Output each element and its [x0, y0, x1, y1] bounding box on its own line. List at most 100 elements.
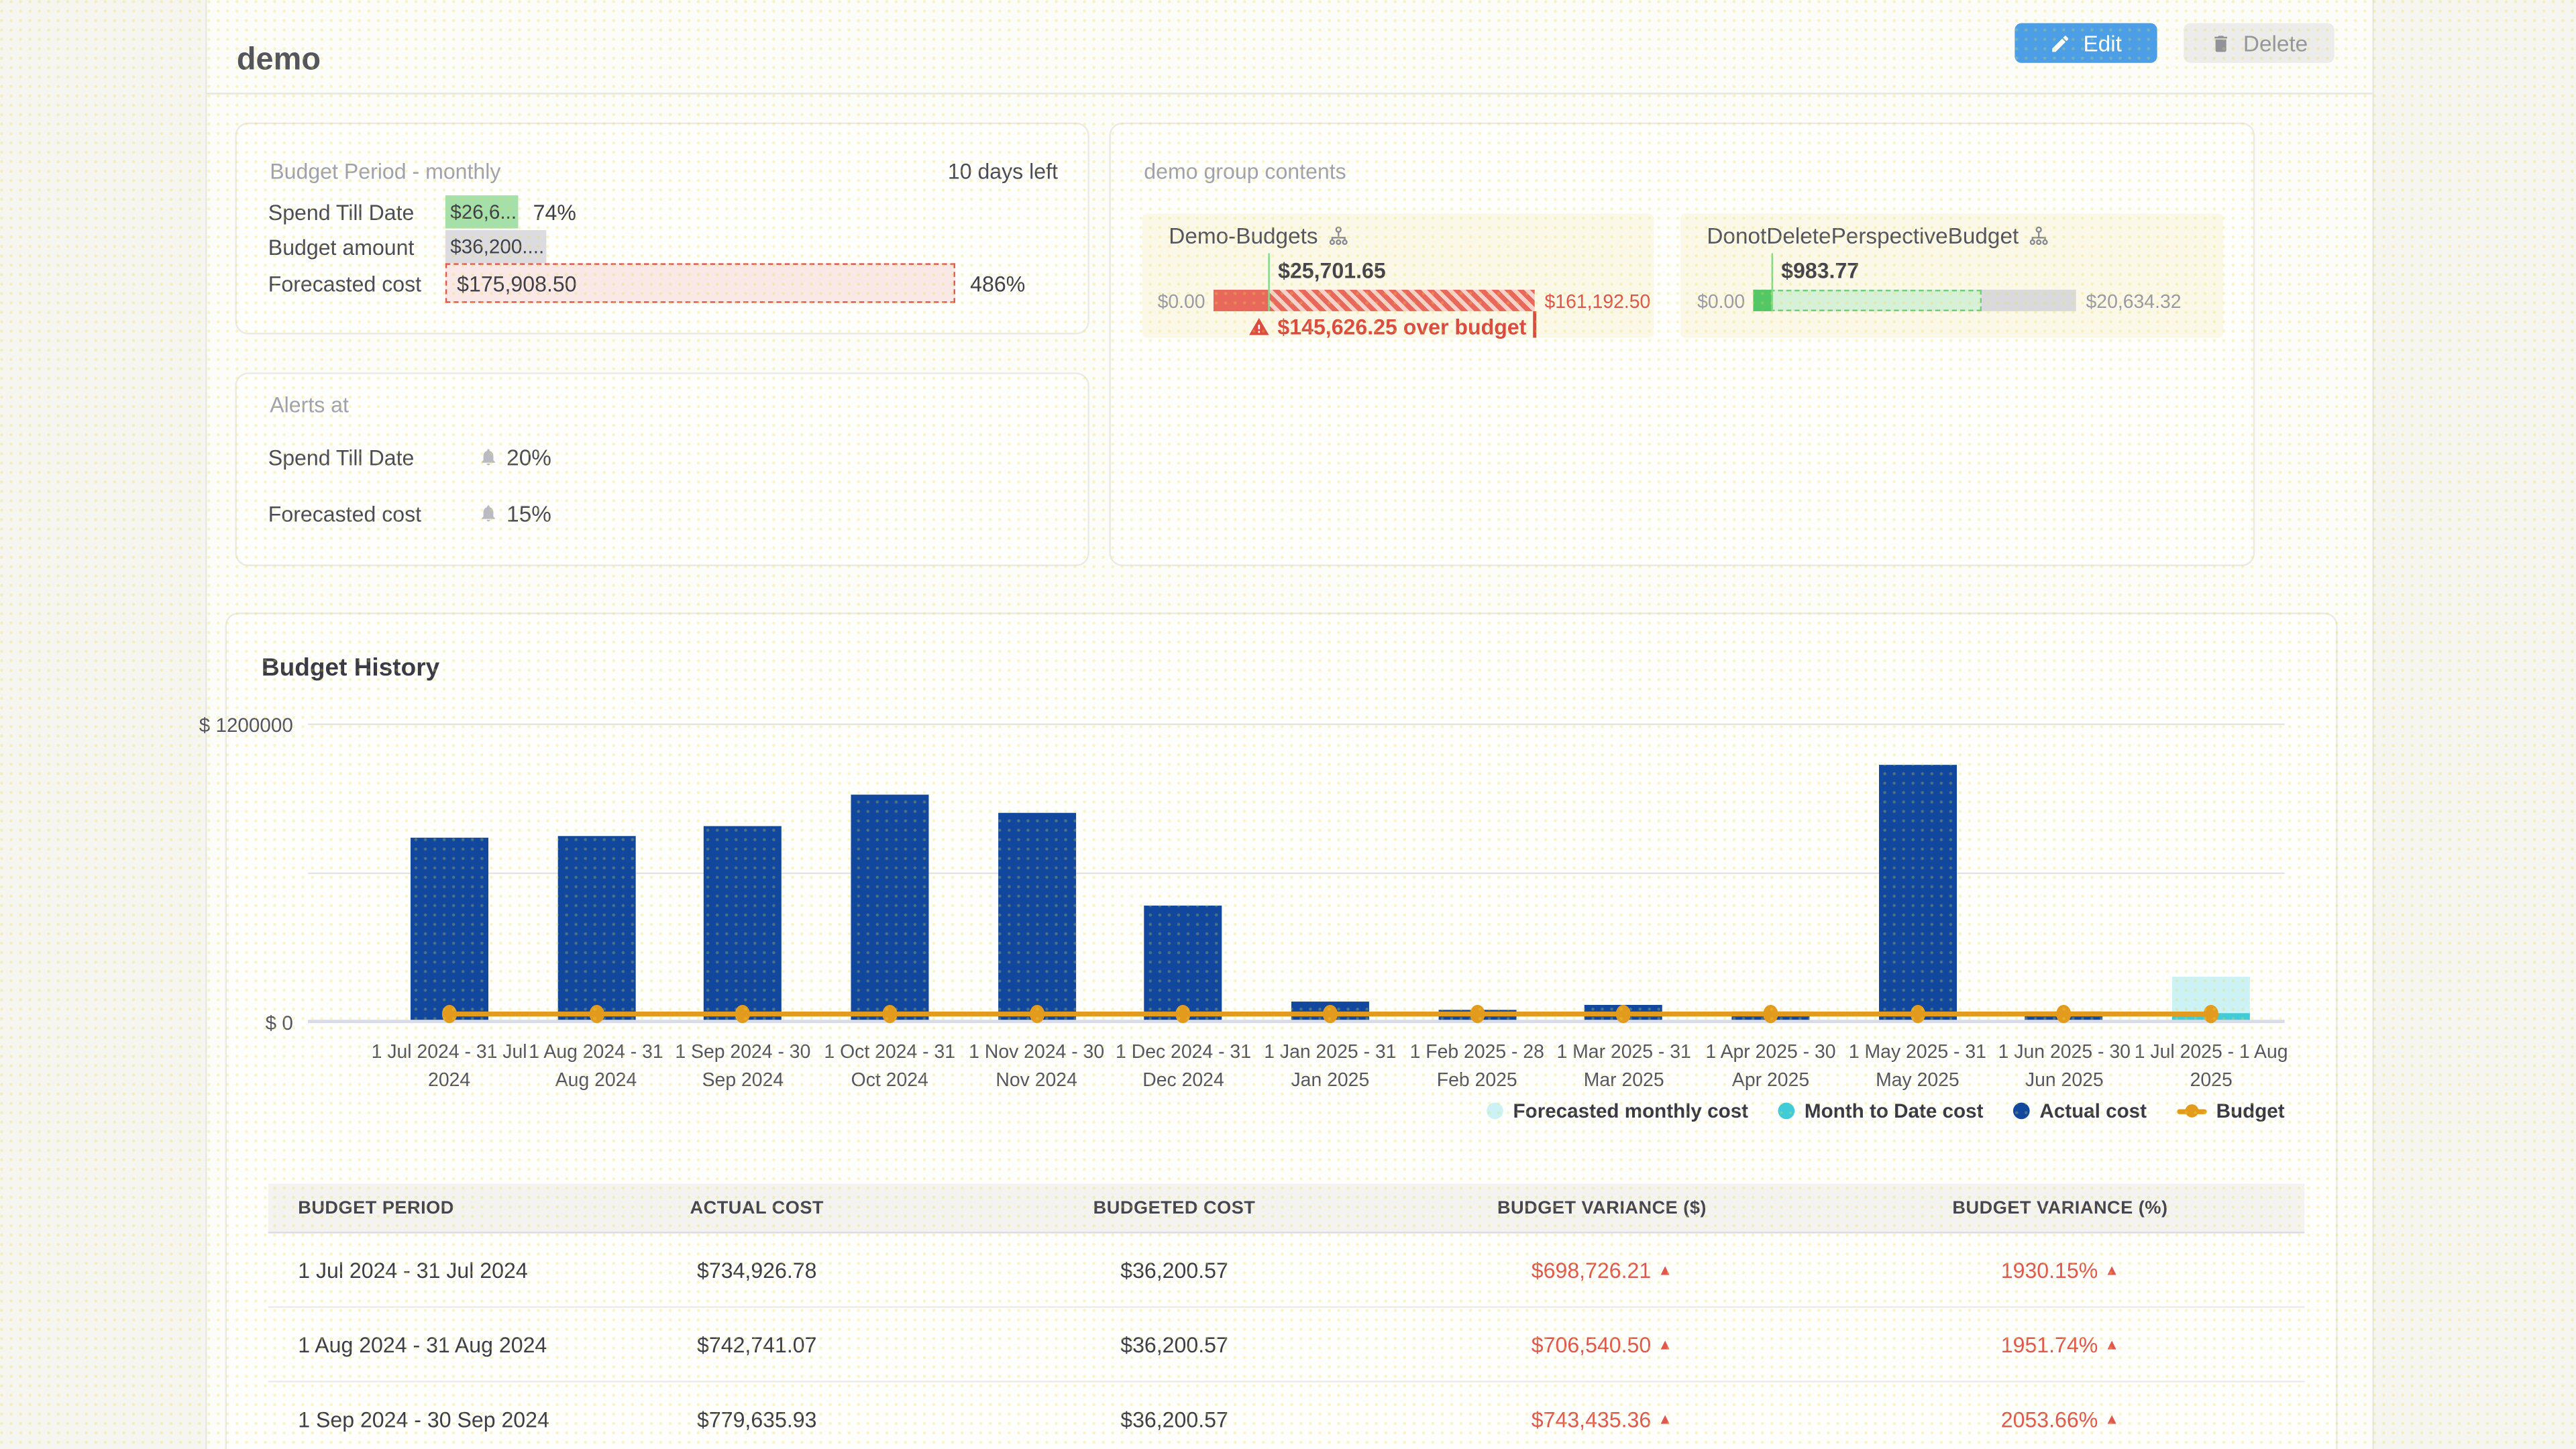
x-axis-category-label: 1 Feb 2025 - 28 Feb 2025 [1399, 1040, 1556, 1097]
gauge-spent-segment [1214, 290, 1268, 311]
page-title: demo [237, 43, 321, 79]
table-header-cell: BUDGET VARIANCE (%) [1816, 1184, 2305, 1233]
table-header-cell: BUDGETED COST [961, 1184, 1388, 1233]
alert-row: Forecasted cost15% [268, 496, 551, 529]
budget-history-table: BUDGET PERIODACTUAL COSTBUDGETED COSTBUD… [268, 1184, 2304, 1449]
alerts-card-title: Alerts at [270, 392, 349, 417]
table-header-cell: BUDGET PERIOD [268, 1184, 553, 1233]
budget-history-card: Budget History $ 0$ 12000001 Jul 2024 - … [225, 612, 2338, 1449]
table-header-cell: ACTUAL COST [553, 1184, 961, 1233]
over-budget-text: $145,626.25 over budget [1277, 315, 1526, 339]
legend-color-dot [1778, 1103, 1794, 1120]
gauge-spend-value: $25,701.65 [1278, 258, 1386, 283]
legend-color-dot [2013, 1103, 2030, 1120]
chart-bar-actual-cost [557, 835, 635, 1020]
legend-item[interactable]: Actual cost [2013, 1099, 2147, 1123]
table-header-row: BUDGET PERIODACTUAL COSTBUDGETED COSTBUD… [268, 1184, 2304, 1233]
budget-period-row: Forecasted cost$175,908.50486% [268, 263, 1025, 303]
chart-bar-actual-cost [411, 837, 488, 1020]
table-body: 1 Jul 2024 - 31 Jul 2024$734,926.78$36,2… [268, 1232, 2304, 1449]
chart-plot: $ 0$ 12000001 Jul 2024 - 31 Jul 20241 Au… [308, 725, 2285, 1023]
table-cell-budgeted: $36,200.57 [961, 1381, 1388, 1449]
x-axis-category-label: 1 Jul 2025 - 1 Aug 2025 [2133, 1040, 2290, 1097]
gauge-spent-segment [1753, 290, 1771, 311]
legend-item[interactable]: Forecasted monthly cost [1487, 1099, 1748, 1123]
table-cell-period: 1 Aug 2024 - 31 Aug 2024 [268, 1307, 553, 1381]
chart-gridline [308, 723, 2285, 724]
variance-up-triangle-icon: ▲ [1658, 1335, 1672, 1352]
percent-of-budget-label: 74% [533, 199, 576, 224]
table-cell-budgeted: $36,200.57 [961, 1232, 1388, 1307]
legend-item[interactable]: Budget [2176, 1099, 2284, 1123]
variance-up-triangle-icon: ▲ [1658, 1260, 1672, 1277]
variance-up-triangle-icon: ▲ [1658, 1409, 1672, 1426]
edit-button-label: Edit [2083, 31, 2121, 56]
chart-bar-actual-cost [1878, 765, 1956, 1020]
budget-line-point [882, 1005, 897, 1023]
group-budget-name-label: DonotDeletePerspectiveBudget [1707, 223, 2019, 248]
table-row: 1 Sep 2024 - 30 Sep 2024$779,635.93$36,2… [268, 1381, 2304, 1449]
group-budget-name: DonotDeletePerspectiveBudget [1707, 223, 2050, 248]
budget-detail-page: demo Edit Delete Budget Period - monthly… [0, 0, 2576, 1449]
legend-label: Month to Date cost [1805, 1099, 1984, 1123]
legend-label: Budget [2216, 1099, 2285, 1123]
table-cell-variance_usd: $698,726.21▲ [1388, 1232, 1815, 1307]
legend-item[interactable]: Month to Date cost [1778, 1099, 1983, 1123]
chart-gridline [308, 1020, 2285, 1023]
chart-bar-actual-cost [851, 795, 928, 1020]
gauge-max-label: $161,192.50 [1545, 293, 1651, 313]
chart-bar-actual-cost [704, 826, 782, 1020]
days-left-label: 10 days left [948, 159, 1058, 184]
gauge-spend-marker [1771, 254, 1774, 311]
x-axis-category-label: 1 May 2025 - 31 May 2025 [1839, 1040, 1996, 1097]
chart-bar-actual-cost [1144, 906, 1222, 1020]
table-row: 1 Aug 2024 - 31 Aug 2024$742,741.07$36,2… [268, 1307, 2304, 1381]
main-panel: demo Edit Delete Budget Period - monthly… [205, 0, 2374, 1449]
budget-line-point [1323, 1005, 1338, 1023]
variance-up-triangle-icon: ▲ [2104, 1409, 2119, 1426]
alert-row-label: Spend Till Date [268, 445, 478, 470]
x-axis-category-label: 1 Jan 2025 - 31 Jan 2025 [1252, 1040, 1409, 1097]
budget-period-row: Spend Till Date$26,6...74% [268, 192, 576, 231]
x-axis-category-label: 1 Sep 2024 - 30 Sep 2024 [665, 1040, 822, 1097]
table-cell-variance_usd: $706,540.50▲ [1388, 1307, 1815, 1381]
legend-budget-dot [2185, 1104, 2198, 1118]
group-card-title: demo group contents [1144, 159, 1346, 184]
group-budget-name: Demo-Budgets [1169, 223, 1349, 248]
group-contents-card: demo group contents Demo-Budgets $25,701.… [1109, 123, 2255, 566]
alert-threshold-value: 15% [506, 501, 551, 526]
legend-label: Actual cost [2039, 1099, 2147, 1123]
y-axis-tick-label: $ 0 [160, 1012, 292, 1035]
gauge-overrun-line [1533, 311, 1536, 337]
budget-period-row-label: Budget amount [268, 234, 445, 259]
table-cell-actual: $742,741.07 [553, 1307, 961, 1381]
hierarchy-icon [1328, 225, 1349, 247]
edit-button[interactable]: Edit [2015, 23, 2157, 63]
budget-value-bar: $36,200.... [445, 230, 547, 263]
group-budget-tile[interactable]: Demo-Budgets$25,701.65$0.00$161,192.50$1… [1142, 213, 1654, 337]
pencil-icon [2050, 32, 2072, 54]
budget-period-row: Budget amount$36,200.... [268, 227, 547, 266]
group-budget-tile[interactable]: DonotDeletePerspectiveBudget$983.77$0.00… [1680, 213, 2223, 337]
budget-period-row-label: Forecasted cost [268, 270, 445, 295]
budget-line-point [1470, 1005, 1485, 1023]
budget-line-point [1029, 1005, 1044, 1023]
alert-threshold-value: 20% [506, 445, 551, 470]
gauge-min-label: $0.00 [1697, 293, 1745, 313]
budget-period-card: Budget Period - monthly 10 days left Spe… [235, 123, 1089, 335]
gauge-max-label: $20,634.32 [2086, 293, 2182, 313]
table-header-cell: BUDGET VARIANCE ($) [1388, 1184, 1815, 1233]
bell-icon [478, 447, 498, 467]
table-cell-variance_pct: 1930.15%▲ [1816, 1232, 2305, 1307]
x-axis-category-label: 1 Jul 2024 - 31 Jul 2024 [371, 1040, 528, 1097]
budget-period-card-title: Budget Period - monthly [270, 159, 500, 184]
trash-icon [2210, 32, 2232, 54]
y-axis-tick-label: $ 1200000 [160, 714, 292, 737]
gauge-spend-marker [1268, 254, 1271, 311]
x-axis-category-label: 1 Dec 2024 - 31 Dec 2024 [1105, 1040, 1262, 1097]
delete-button[interactable]: Delete [2184, 23, 2334, 63]
legend-color-dot [1487, 1103, 1503, 1120]
bell-icon [478, 503, 498, 523]
table-cell-budgeted: $36,200.57 [961, 1307, 1388, 1381]
gauge-overrun-segment [1268, 290, 1534, 311]
